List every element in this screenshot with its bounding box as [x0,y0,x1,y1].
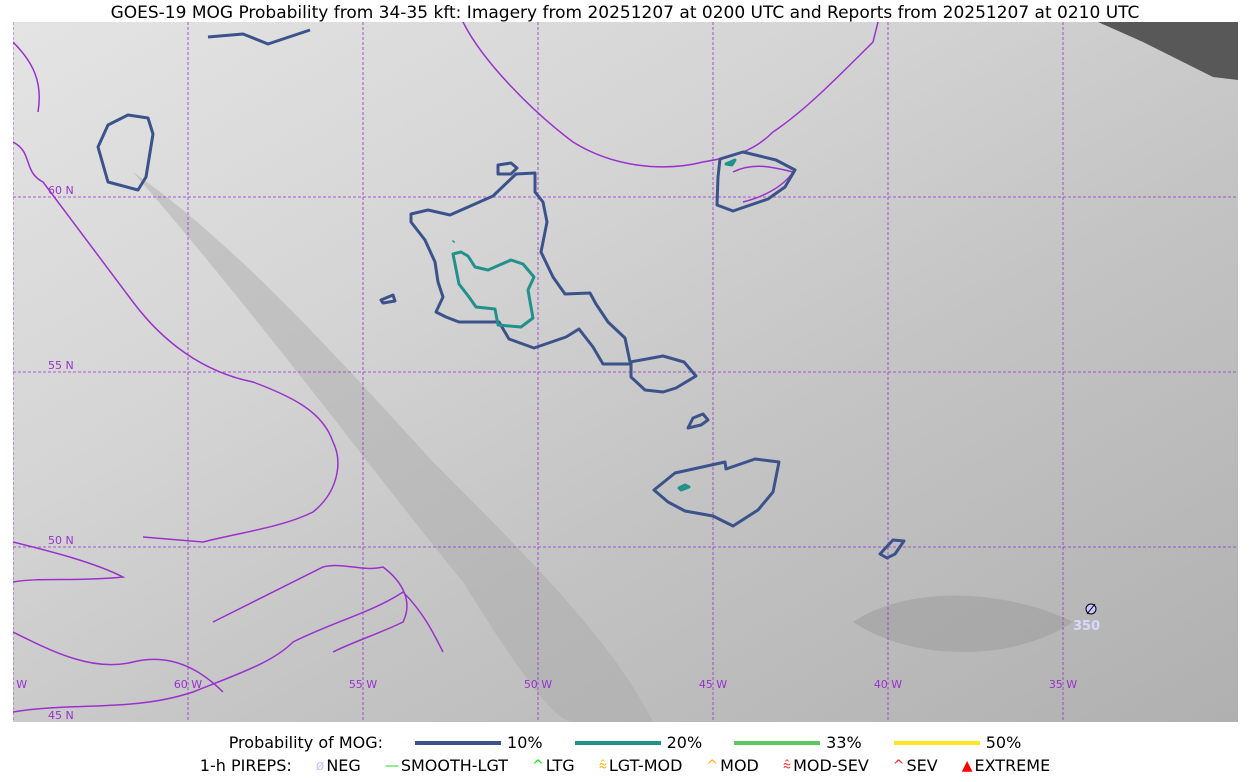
lon-labels: 65 W 60 W 55 W 50 W 45 W 40 W 35 W [13,678,1077,691]
pirep-legend: 1-h PIREPS: ø NEG — SMOOTH-LGT ^ LTG ⩯ LGT-M… [0,756,1250,775]
legend-title: 1-h PIREPS: [199,756,292,775]
line-icon: — [384,757,399,774]
mog-10pct-contours [96,28,906,560]
legend-label: MOD-SEV [793,756,869,775]
lat-label: 45 N [48,709,74,722]
legend-label: MOD [720,756,759,775]
pirep-report-neg[interactable]: 350 [1073,603,1100,634]
graticule [13,22,1238,722]
legend-label: 50% [985,733,1022,752]
lon-label: 50 W [524,678,552,691]
satellite-map: 350 60 N 55 N 50 N 45 N 65 W 60 W 55 W 5… [13,22,1238,722]
lon-label: 35 W [1049,678,1077,691]
coastlines [13,22,879,713]
dark-feature [853,595,1073,652]
legend-label: LGT-MOD [608,756,683,775]
swatch-10pct [415,740,502,745]
lat-label: 50 N [48,534,74,547]
double-caret-icon: ^ [892,757,905,774]
dry-band [133,172,653,722]
lon-label: 65 W [13,678,27,691]
lon-label: 60 W [174,678,202,691]
double-caret-bar-icon: ⩯ [782,757,792,774]
swatch-20pct [574,740,661,745]
lat-label: 55 N [48,359,74,372]
pirep-flight-level: 350 [1073,619,1100,634]
legend-label: 10% [507,733,543,752]
caret-icon: ^ [532,757,544,774]
caret-icon: ^ [706,757,719,774]
caret-bar-icon: ⩯ [598,757,607,774]
legend-label: NEG [326,756,361,775]
lat-labels: 60 N 55 N 50 N 45 N [48,184,74,722]
lon-label: 40 W [874,678,902,691]
legend-label: EXTREME [974,756,1051,775]
legend-label: SMOOTH-LGT [400,756,509,775]
legend-label: LTG [545,756,575,775]
legend-label: 20% [666,733,703,752]
neg-icon: ø [315,757,325,774]
legend-label: 33% [826,733,862,752]
no-data-region [1098,22,1238,80]
legend-label: SEV [906,756,938,775]
lon-label: 45 W [699,678,727,691]
lon-label: 55 W [349,678,377,691]
mog-20pct-contours [451,158,737,492]
map-title: GOES-19 MOG Probability from 34-35 kft: … [110,3,1140,23]
lat-label: 60 N [48,184,74,197]
swatch-50pct [893,740,980,745]
probability-legend: Probability of MOG: 10% 20% 33% 50% [0,733,1250,752]
swatch-33pct [734,740,821,745]
filled-triangle-icon: ▲ [961,757,973,774]
legend-title: Probability of MOG: [228,733,384,752]
